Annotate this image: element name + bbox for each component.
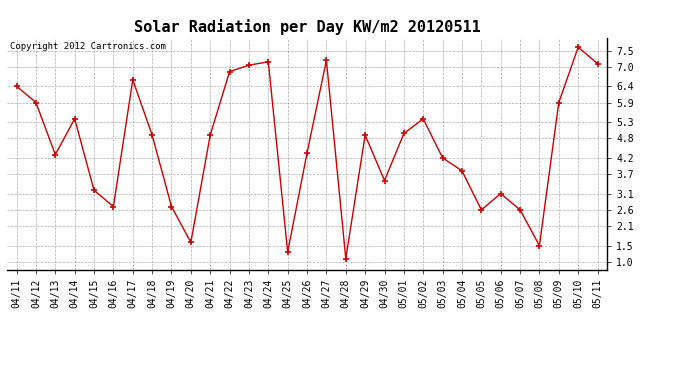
Title: Solar Radiation per Day KW/m2 20120511: Solar Radiation per Day KW/m2 20120511	[134, 19, 480, 35]
Text: Copyright 2012 Cartronics.com: Copyright 2012 Cartronics.com	[10, 42, 166, 51]
